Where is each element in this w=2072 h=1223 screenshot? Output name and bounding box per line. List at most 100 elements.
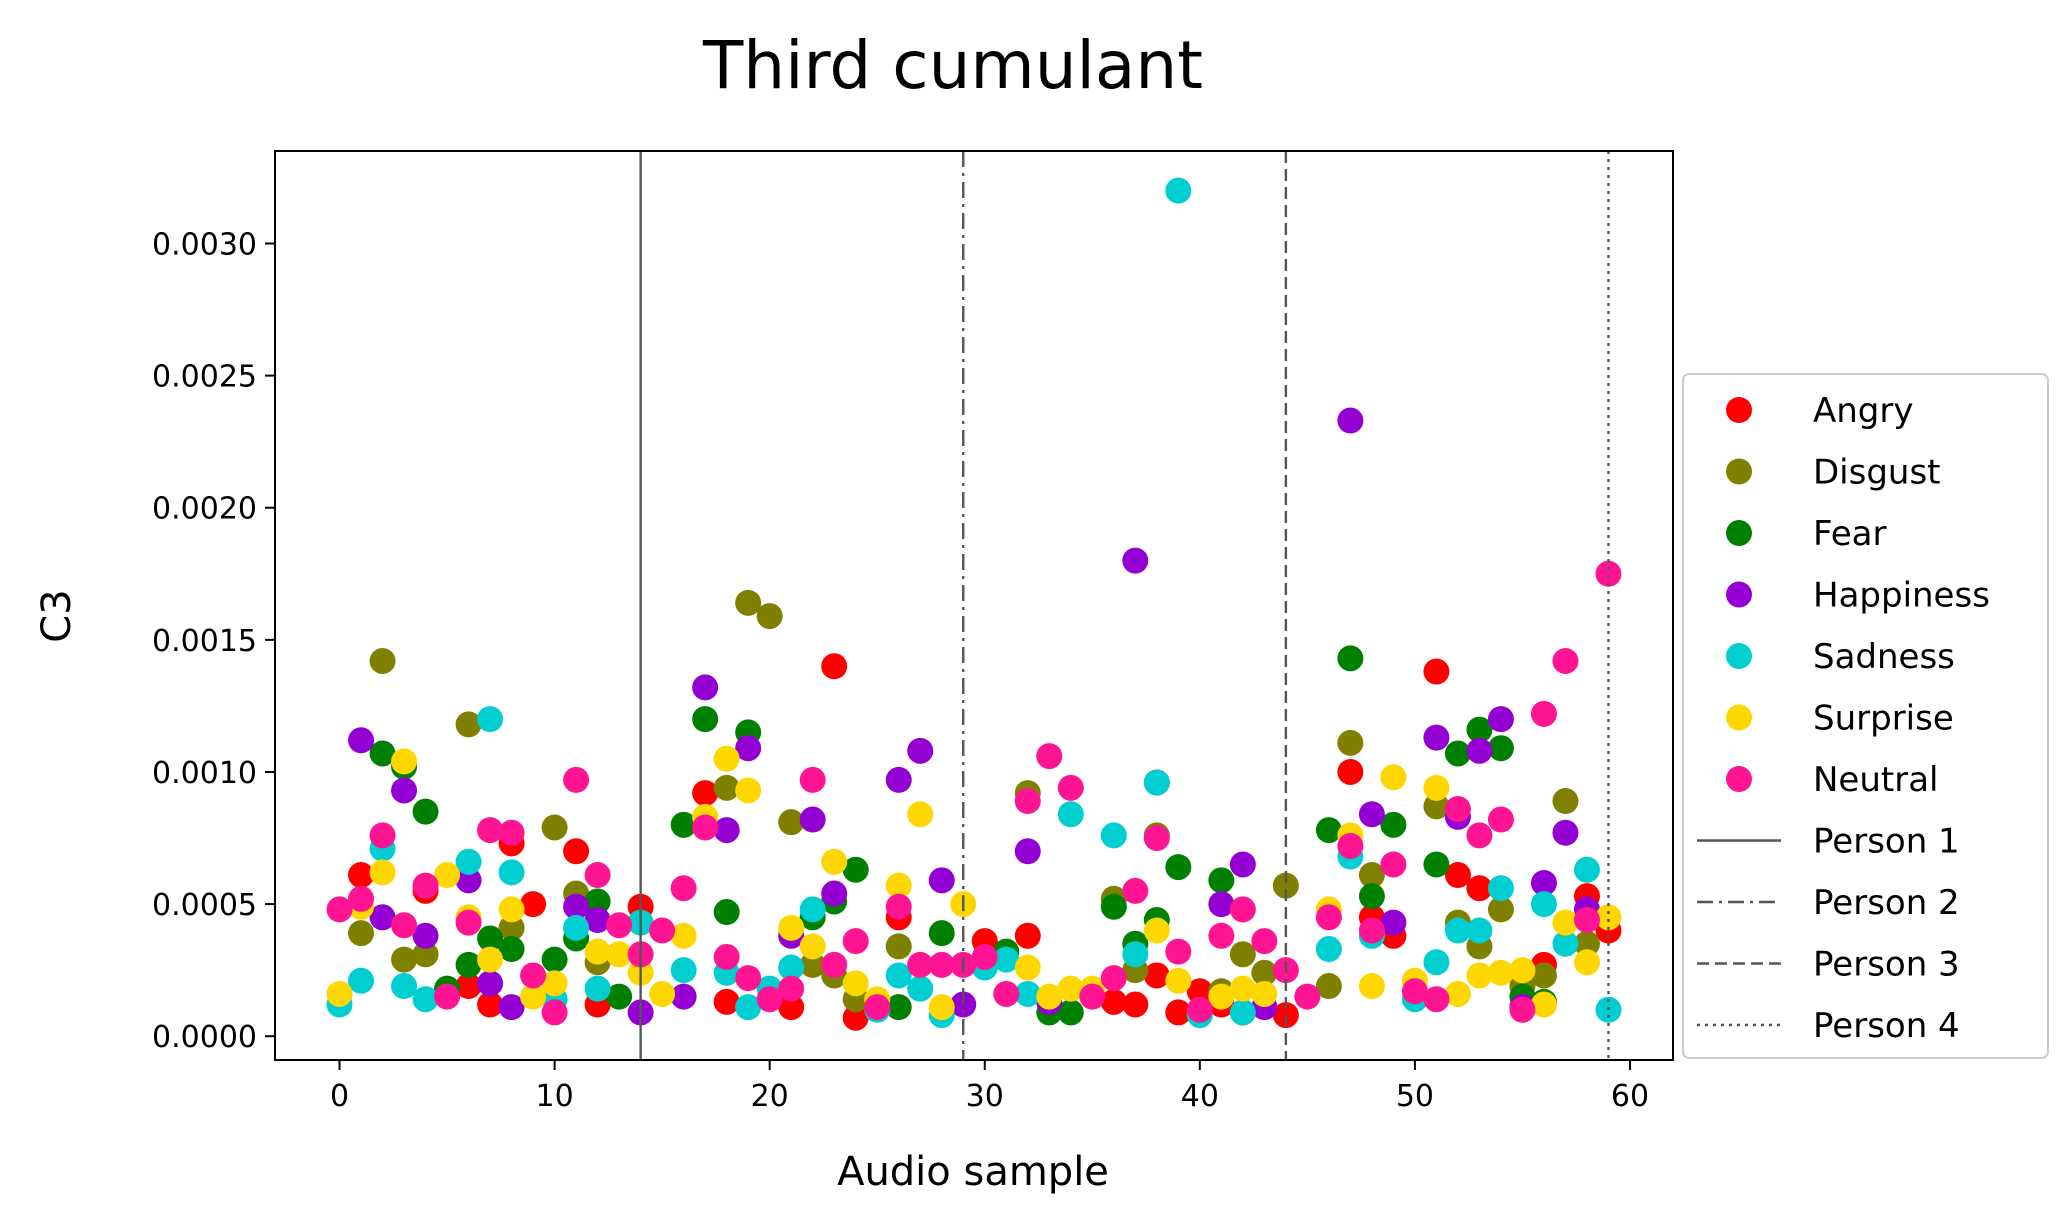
point-fear-10	[606, 983, 633, 1010]
point-surprise-19	[799, 933, 826, 960]
point-neutral-30	[971, 943, 998, 970]
point-sadness-26	[1100, 822, 1127, 849]
y-axis: 0.0000 0.0005 0.0010 0.0015 0.0020 0.0025 0.00…	[152, 227, 275, 1055]
point-angry-21	[1186, 978, 1213, 1005]
point-angry-19	[1143, 962, 1170, 989]
point-neutral-55	[1509, 996, 1536, 1023]
point-happiness-17	[885, 766, 912, 793]
point-surprise-44	[1487, 959, 1514, 986]
point-surprise-45	[1509, 957, 1536, 984]
legend-marker-sadness	[1726, 643, 1752, 669]
x-axis: 0 10 20 30 40 50 60	[330, 1060, 1649, 1114]
point-neutral-58	[1573, 906, 1600, 933]
point-sadness-29	[1165, 177, 1192, 204]
point-happiness-26	[1229, 851, 1256, 878]
point-neutral-48	[1358, 917, 1385, 944]
point-sadness-7	[498, 859, 525, 886]
point-neutral-24	[842, 928, 869, 955]
point-sadness-14	[735, 994, 762, 1021]
point-sadness-5	[455, 848, 482, 875]
point-angry-29	[1444, 862, 1471, 889]
point-neutral-1	[348, 885, 375, 912]
point-fear-17	[842, 856, 869, 883]
point-happiness-25	[1208, 891, 1235, 918]
point-surprise-28	[1036, 983, 1063, 1010]
point-neutral-16	[670, 875, 697, 902]
point-fear-33	[1444, 740, 1471, 767]
point-surprise-13	[649, 980, 676, 1007]
point-disgust-13	[799, 951, 826, 978]
point-sadness-28	[1143, 769, 1170, 796]
point-angry-9	[692, 780, 719, 807]
point-neutral-13	[606, 912, 633, 939]
point-surprise-42	[1444, 980, 1471, 1007]
point-angry-3	[477, 991, 504, 1018]
plot-area	[326, 151, 1622, 1060]
legend-label-sadness: Sadness	[1813, 637, 1955, 677]
point-happiness-34	[1487, 706, 1514, 733]
point-surprise-17	[735, 777, 762, 804]
point-sadness-25	[1057, 801, 1084, 828]
point-happiness-5	[477, 970, 504, 997]
point-sadness-10	[584, 975, 611, 1002]
point-neutral-45	[1294, 983, 1321, 1010]
point-fear-26	[1165, 854, 1192, 881]
point-happiness-33	[1466, 737, 1493, 764]
point-happiness-10	[670, 983, 697, 1010]
point-fear-22	[1057, 999, 1084, 1026]
point-fear-32	[1423, 851, 1450, 878]
point-disgust-9	[713, 774, 740, 801]
point-happiness-18	[907, 737, 934, 764]
point-happiness-3	[412, 922, 439, 949]
point-happiness-30	[1380, 909, 1407, 936]
point-surprise-8	[520, 983, 547, 1010]
point-fear-31	[1380, 811, 1407, 838]
point-surprise-31	[1143, 917, 1170, 944]
point-neutral-15	[649, 917, 676, 944]
point-sadness-3	[391, 973, 418, 1000]
point-neutral-37	[1122, 877, 1149, 904]
point-neutral-20	[756, 986, 783, 1013]
point-angry-13	[842, 1004, 869, 1031]
point-neutral-43	[1251, 928, 1278, 955]
point-happiness-8	[584, 906, 611, 933]
point-neutral-26	[885, 893, 912, 920]
point-happiness-2	[391, 777, 418, 804]
point-surprise-16	[713, 745, 740, 772]
plot-frame	[274, 150, 1674, 1061]
point-neutral-7	[477, 817, 504, 844]
point-disgust-10	[735, 589, 762, 616]
point-happiness-12	[713, 817, 740, 844]
point-neutral-31	[993, 980, 1020, 1007]
point-sadness-40	[1530, 891, 1557, 918]
point-happiness-6	[498, 994, 525, 1021]
point-disgust-1	[369, 647, 396, 674]
legend-label-disgust: Disgust	[1813, 453, 1941, 493]
point-neutral-33	[1036, 743, 1063, 770]
point-angry-10	[713, 988, 740, 1015]
point-fear-11	[670, 811, 697, 838]
legend-label-person-2: Person 2	[1813, 883, 1960, 923]
point-happiness-13	[735, 735, 762, 762]
point-happiness-16	[821, 880, 848, 907]
point-surprise-46	[1530, 991, 1557, 1018]
point-surprise-25	[928, 994, 955, 1021]
point-neutral-40	[1186, 996, 1213, 1023]
point-neutral-41	[1208, 922, 1235, 949]
point-disgust-27	[1358, 862, 1385, 889]
y-tick-label: 0.0010	[152, 756, 257, 791]
point-neutral-8	[498, 819, 525, 846]
point-surprise-49	[1595, 904, 1622, 931]
point-disgust-35	[1573, 930, 1600, 957]
point-neutral-6	[455, 909, 482, 936]
point-neutral-9	[520, 962, 547, 989]
point-fear-7	[541, 946, 568, 973]
x-tick-label: 50	[1396, 1079, 1434, 1114]
point-angry-2	[455, 973, 482, 1000]
point-sadness-1	[348, 967, 375, 994]
point-fear-4	[455, 951, 482, 978]
point-disgust-2	[391, 946, 418, 973]
point-sadness-4	[412, 986, 439, 1013]
point-neutral-54	[1487, 806, 1514, 833]
point-happiness-20	[950, 991, 977, 1018]
